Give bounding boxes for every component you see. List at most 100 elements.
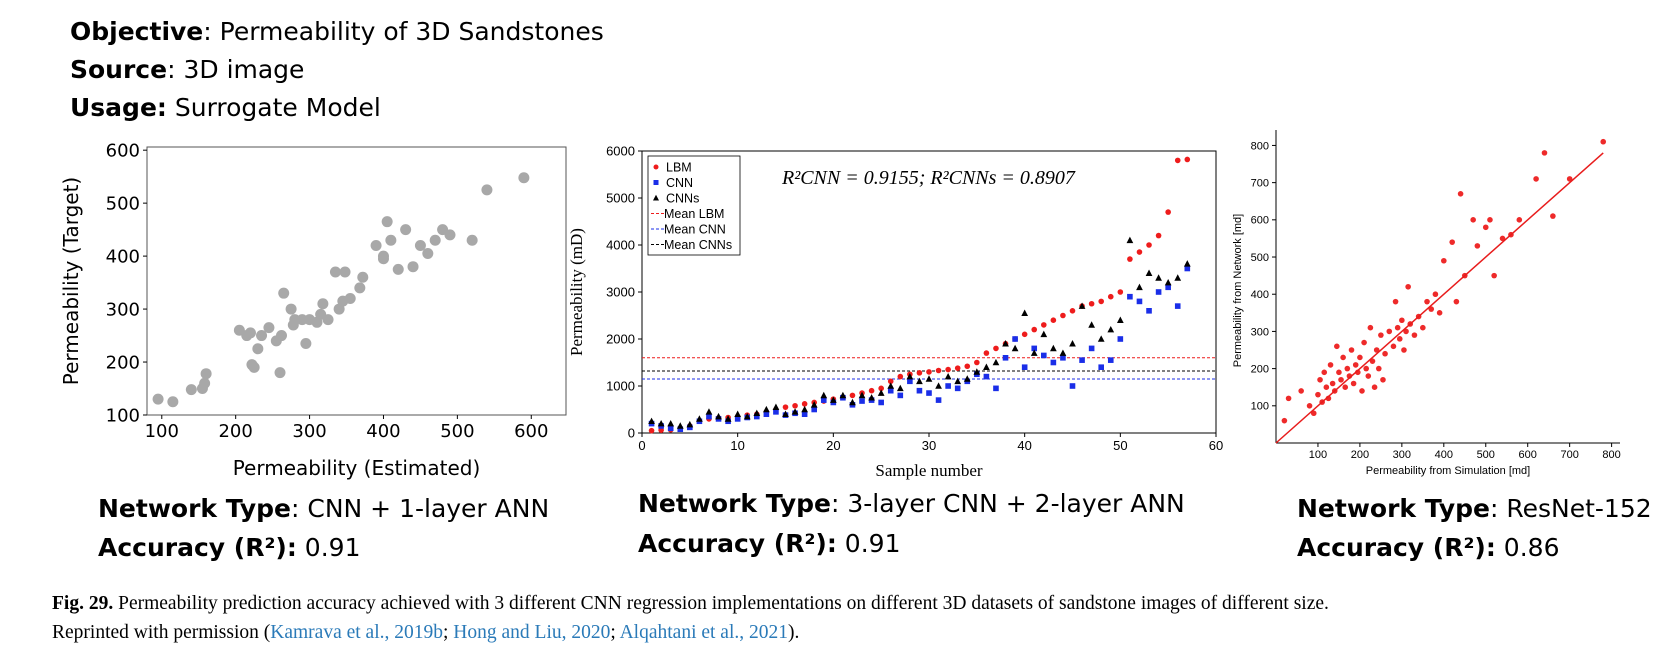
point — [945, 366, 951, 373]
point — [1021, 364, 1028, 370]
point — [1146, 242, 1152, 248]
panel-value: 0.91 — [297, 533, 361, 562]
point — [1449, 239, 1455, 245]
point — [1390, 343, 1397, 350]
point — [1088, 345, 1095, 352]
legend-marker — [653, 180, 659, 185]
legend-box — [647, 155, 741, 256]
point — [1411, 332, 1418, 338]
point — [954, 377, 962, 385]
point — [1050, 317, 1057, 324]
point — [1453, 298, 1460, 305]
point — [1116, 316, 1124, 323]
point — [1174, 274, 1182, 281]
y-axis-label: Permeability (Target) — [59, 177, 83, 385]
caption-line: Fig. 29. Permeability prediction accurac… — [52, 593, 1329, 614]
y-tick-label: 400 — [106, 246, 140, 267]
x-tick-label: 0 — [638, 438, 645, 453]
point — [1306, 403, 1313, 409]
point — [648, 427, 655, 434]
point — [1281, 417, 1288, 424]
panel-label: Network Type — [1297, 494, 1490, 523]
point — [1499, 235, 1506, 242]
point — [1097, 335, 1105, 342]
caption-prefix: Reprinted with permission ( — [52, 622, 270, 643]
caption-separator: ; — [443, 622, 453, 643]
x-tick-label: 20 — [826, 438, 840, 453]
panel-value: : ResNet-152 — [1490, 494, 1652, 523]
y-tick-label: 5000 — [606, 191, 635, 206]
panel-accuracy: Accuracy (R²): 0.91 — [638, 529, 900, 558]
x-tick-label: 400 — [1435, 449, 1453, 461]
point — [300, 337, 312, 349]
point — [1060, 312, 1066, 319]
x-tick-label: 10 — [730, 438, 744, 453]
point — [1298, 388, 1304, 394]
x-tick-label: 600 — [514, 421, 548, 442]
plot-frame — [146, 146, 567, 416]
point — [973, 368, 981, 375]
x-axis-label: Sample number — [875, 461, 983, 480]
panel-value: 0.86 — [1496, 533, 1560, 562]
panel-network: Network Type: 3-layer CNN + 2-layer ANN — [638, 489, 1185, 518]
point — [354, 282, 366, 294]
point — [1432, 291, 1439, 298]
point — [1041, 322, 1047, 328]
point — [925, 375, 933, 382]
point — [868, 394, 875, 401]
caption-separator: ; — [610, 622, 619, 643]
y-tick-label: 500 — [106, 193, 140, 214]
point — [248, 361, 260, 373]
point — [1516, 217, 1523, 223]
header-label: Objective — [70, 17, 203, 46]
point — [926, 390, 932, 396]
point — [1002, 355, 1009, 361]
point — [400, 224, 412, 236]
point — [1399, 317, 1405, 324]
y-tick-label: 200 — [106, 352, 140, 373]
y-tick-label: 2000 — [606, 332, 635, 347]
point — [1165, 284, 1171, 291]
point — [1357, 354, 1363, 361]
point — [1183, 260, 1191, 267]
y-tick-label: 600 — [106, 140, 140, 161]
point — [897, 373, 904, 380]
point — [801, 405, 808, 413]
point — [1050, 359, 1057, 366]
point — [782, 410, 789, 417]
point — [907, 378, 913, 385]
point — [1482, 224, 1489, 231]
point — [657, 419, 665, 427]
legend-label: Mean CNNs — [664, 238, 732, 252]
point — [926, 369, 932, 375]
annotation: R²CNN = 0.9155; R²CNNs = 0.8907 — [781, 167, 1076, 189]
point — [1002, 340, 1009, 347]
point — [1348, 347, 1355, 353]
point — [887, 378, 894, 385]
header-value: : Permeability of 3D Sandstones — [203, 17, 604, 46]
x-tick-label: 800 — [1602, 449, 1620, 461]
x-tick-label: 30 — [922, 438, 936, 453]
y-tick-label: 400 — [1251, 289, 1269, 301]
point — [648, 417, 655, 425]
point — [1420, 324, 1426, 331]
point — [1336, 369, 1342, 376]
panel-label: Accuracy (R²): — [1297, 533, 1496, 562]
point — [287, 319, 299, 331]
caption-ref[interactable]: Alqahtani et al., 2021 — [620, 622, 788, 643]
point — [1373, 347, 1380, 353]
point — [753, 409, 761, 417]
point — [734, 410, 742, 417]
point — [1338, 376, 1344, 383]
caption-ref[interactable]: Hong and Liu, 2020 — [453, 622, 610, 643]
x-tick-label: 60 — [1209, 438, 1223, 453]
point — [1078, 302, 1086, 309]
point — [1164, 278, 1172, 286]
point — [696, 415, 703, 422]
caption-ref[interactable]: Kamrava et al., 2019b — [270, 622, 443, 643]
point — [1117, 289, 1124, 295]
point — [916, 377, 923, 385]
point — [963, 375, 971, 382]
y-tick-label: 6000 — [606, 144, 635, 159]
point — [878, 385, 884, 392]
